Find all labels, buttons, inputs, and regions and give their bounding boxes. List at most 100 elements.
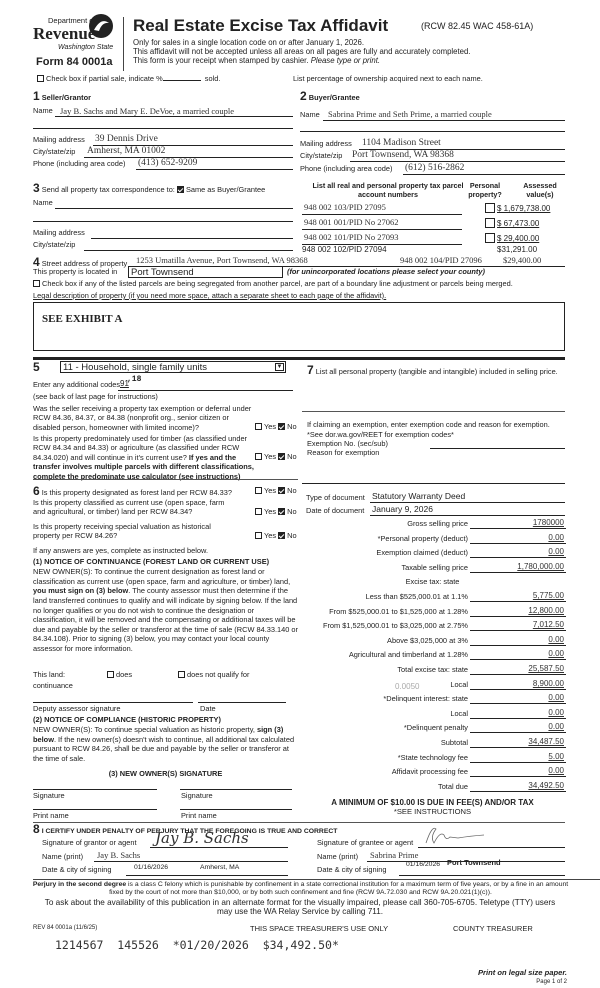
deputy-date-field[interactable] [198,702,286,703]
buyer-mailing-field[interactable] [359,149,565,150]
partial-sale-checkbox[interactable] [37,75,44,82]
buyer-name-value[interactable]: Sabrina Prime and Seth Prime, a married … [328,109,492,119]
fee-field[interactable] [470,644,566,646]
street-address-field[interactable] [133,266,565,267]
grantor-name-field[interactable] [94,861,288,862]
parcel-number[interactable]: 948 002 101/PID No 27093 [304,232,399,242]
grantee-date-value[interactable]: 01/16/2026 [406,861,441,868]
fee-value[interactable]: 12,800.00 [528,605,564,615]
personal-property-checkbox[interactable] [485,218,495,228]
personal-property-checkbox[interactable] [485,203,495,213]
partial-sale-percent-field[interactable] [162,80,201,81]
legal-description-field[interactable] [33,302,565,351]
fee-value[interactable]: 0.00 [548,707,564,717]
seller-city-field[interactable] [84,157,293,158]
grantee-name-value[interactable]: Sabrina Prime [370,850,419,860]
seller-city-value[interactable]: Amherst, MA 01002 [87,146,166,156]
corr-name-field-2[interactable] [33,221,293,222]
fee-field[interactable] [470,688,566,690]
grantee-date-field[interactable] [399,875,565,876]
exemption-number-field[interactable] [430,448,565,449]
fee-value[interactable]: 34,492.50 [528,780,564,790]
buyer-phone-field[interactable] [403,174,565,175]
buyer-phone-value[interactable]: (612) 516-2862 [405,163,465,173]
seller-mailing-field[interactable] [93,145,293,146]
fee-field[interactable] [470,732,566,734]
exemption-reason-field[interactable] [302,483,565,484]
grantor-date-field[interactable] [126,875,288,876]
fee-field[interactable] [470,557,566,559]
historic-no-checkbox[interactable] [278,532,286,539]
historic-yes-checkbox[interactable] [255,532,262,539]
doc-type-value[interactable]: Statutory Warranty Deed [372,491,466,501]
deputy-signature-field[interactable] [33,702,193,703]
additional-codes-value-2[interactable]: ,18 [127,375,142,384]
additional-codes-field[interactable] [118,390,293,391]
fee-value[interactable]: 1780000 [532,518,564,527]
new-owner-signature-field-1[interactable] [33,789,157,790]
same-as-buyer-checkbox[interactable] [176,186,184,193]
dropdown-arrow-icon[interactable]: ▼ [275,363,284,371]
new-owner-print-field-2[interactable] [180,809,292,810]
parcel-number[interactable]: 948 001 001/PID No 27062 [304,217,399,227]
forest-yes-checkbox[interactable] [255,487,262,494]
assessed-value[interactable]: $31,291.00 [497,245,538,254]
fee-field[interactable] [470,776,566,778]
does-checkbox[interactable] [107,671,114,678]
seller-name-field-2[interactable] [33,128,293,129]
grantee-signature-scribble[interactable] [418,823,488,847]
fee-value[interactable]: 0.00 [548,693,564,703]
doc-date-field[interactable] [370,515,565,516]
grantee-city-value[interactable]: Port Townsend [447,858,501,867]
parcel-number[interactable]: 948 002 103/PID 27095 [304,202,386,212]
fee-value[interactable]: 1,780,000.00 [517,561,564,571]
buyer-mailing-value[interactable]: 1104 Madison Street [362,138,441,148]
fee-field[interactable] [470,601,566,602]
assessed-value[interactable]: $ 29,400.00 [497,234,540,243]
legal-description-value[interactable]: SEE EXHIBIT A [42,313,123,325]
buyer-city-value[interactable]: Port Townsend, WA 98368 [352,150,454,160]
fee-field[interactable] [470,717,566,719]
fee-value[interactable]: 0.00 [548,547,564,557]
corr-city-field[interactable] [84,250,293,251]
grantee-name-field[interactable] [367,861,565,862]
fee-value[interactable]: 0.00 [548,722,564,732]
seller-name-field[interactable] [55,116,293,117]
doc-type-field[interactable] [370,502,565,503]
fee-value[interactable]: 0.00 [548,532,564,542]
assessed-value[interactable]: $ 1,679,738.00 [497,204,551,213]
fee-value[interactable]: 0.00 [548,766,564,776]
fee-field[interactable] [470,528,566,529]
fee-field[interactable] [470,630,566,632]
fee-field[interactable] [470,571,566,573]
fee-field[interactable] [470,674,566,675]
grantee-signature-field[interactable] [418,847,565,848]
exemption-yes-checkbox[interactable] [255,423,262,430]
fee-field[interactable] [470,615,566,617]
seller-phone-value[interactable]: (413) 652-9209 [138,158,198,168]
fee-value[interactable]: 8,900.00 [532,678,564,688]
location-select[interactable]: Port Townsend [128,266,283,278]
exemption-no-checkbox[interactable] [278,423,286,430]
new-owner-print-field-1[interactable] [33,809,157,810]
assessed-value[interactable]: $29,400.00 [503,255,542,265]
seller-mailing-value[interactable]: 39 Dennis Drive [95,134,158,144]
does-not-checkbox[interactable] [178,671,185,678]
personal-property-field[interactable] [302,411,565,412]
grantor-signature-field[interactable] [150,847,288,848]
corr-mailing-field[interactable] [91,238,293,239]
seller-name-value[interactable]: Jay B. Sachs and Mary E. DeVoe, a marrie… [60,106,235,116]
grantor-signature-value[interactable]: Jay B. Sachs [155,829,249,847]
buyer-name-field[interactable] [323,120,565,121]
forest-no-checkbox[interactable] [278,487,286,494]
new-owner-signature-field-2[interactable] [180,789,292,790]
timber-yes-checkbox[interactable] [255,453,262,460]
current-use-no-checkbox[interactable] [278,508,286,515]
fee-value[interactable]: 0.00 [548,634,564,644]
fee-value[interactable]: 7,012.50 [532,620,564,630]
fee-field[interactable] [470,703,566,705]
fee-field[interactable] [470,747,566,748]
parcel-number[interactable]: 948 002 102/PID 27094 [302,245,387,254]
seller-phone-field[interactable] [136,169,293,170]
fee-value[interactable]: 5,775.00 [532,591,564,600]
